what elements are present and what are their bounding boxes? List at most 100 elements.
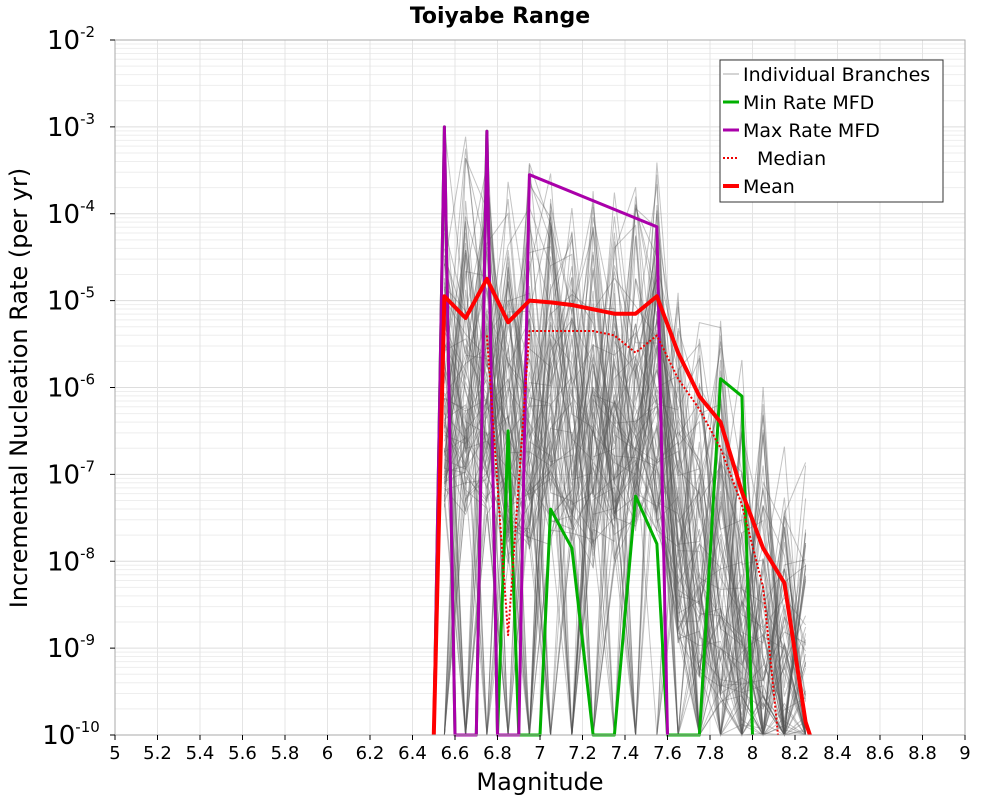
x-tick-label: 6.2	[356, 743, 385, 764]
branch-line	[443, 181, 807, 736]
grid-lines	[114, 40, 966, 736]
branch-line	[443, 251, 807, 736]
y-tick-label: 10-3	[47, 110, 95, 143]
branch-line	[443, 200, 806, 736]
branch-line	[443, 313, 807, 737]
branch-line	[443, 253, 806, 736]
x-axis-ticks: 5 5.2 5.4 5.6 5.8 6 6.2 6.4 6.6 6.8 7 7.2 7.4 7.6 7.8 8…	[109, 735, 971, 764]
y-tick-label: 10-6	[47, 371, 95, 404]
x-tick-label: 7.4	[611, 743, 640, 764]
branch-line	[443, 136, 806, 736]
x-tick-label: 6.8	[483, 743, 512, 764]
branch-line	[443, 243, 807, 736]
branch-line	[443, 249, 806, 736]
x-tick-label: 7.2	[568, 743, 597, 764]
branch-line	[443, 232, 807, 737]
legend-label: Individual Branches	[743, 64, 930, 86]
y-tick-label: 10-2	[47, 23, 95, 56]
branch-line	[443, 269, 807, 736]
branch-line	[443, 212, 806, 736]
branch-line	[443, 212, 807, 737]
x-tick-label: 5.8	[271, 743, 300, 764]
branch-line	[443, 299, 807, 736]
x-tick-label: 8	[747, 743, 758, 764]
x-tick-label: 5	[109, 743, 120, 764]
branch-line	[443, 143, 806, 736]
series-mean	[431, 276, 812, 736]
x-tick-label: 6.6	[441, 743, 470, 764]
branch-line	[443, 184, 806, 736]
branch-line	[444, 173, 807, 736]
legend-label: Mean	[743, 176, 795, 198]
y-tick-label: 10-7	[47, 457, 95, 490]
branch-line	[443, 165, 806, 736]
branch-line	[443, 148, 806, 736]
branch-line	[444, 167, 807, 737]
branch-line	[443, 254, 806, 736]
branch-line	[444, 278, 807, 737]
branch-line	[443, 389, 807, 736]
x-tick-label: 8.6	[866, 743, 895, 764]
branch-line	[443, 213, 806, 736]
y-tick-label: 10-5	[47, 284, 95, 317]
chart-title: Toiyabe Range	[410, 4, 590, 29]
legend-label: Max Rate MFD	[743, 120, 880, 142]
branch-line	[443, 158, 806, 736]
branch-line	[444, 307, 806, 737]
y-tick-label: 10-4	[47, 197, 95, 230]
branch-line	[443, 188, 807, 736]
branch-line	[443, 260, 807, 737]
branch-line	[444, 185, 807, 736]
branch-line	[444, 229, 807, 737]
y-tick-label: 10-9	[47, 631, 95, 664]
x-tick-label: 5.6	[228, 743, 257, 764]
branch-line	[443, 157, 807, 737]
x-tick-label: 6.4	[398, 743, 427, 764]
x-axis-label: Magnitude	[476, 768, 603, 796]
branch-line	[444, 362, 806, 736]
legend-label: Min Rate MFD	[743, 92, 874, 114]
x-tick-label: 9	[959, 743, 970, 764]
branch-line	[443, 174, 806, 736]
branch-line	[443, 192, 807, 736]
x-tick-label: 7.8	[696, 743, 725, 764]
x-tick-label: 5.2	[143, 743, 172, 764]
branch-line	[443, 220, 807, 737]
branch-line	[443, 170, 807, 737]
branch-line	[443, 247, 807, 736]
x-tick-label: 8.8	[908, 743, 937, 764]
branch-line	[443, 207, 807, 736]
x-tick-label: 8.4	[823, 743, 852, 764]
branch-line	[443, 270, 806, 736]
branch-line	[444, 291, 807, 737]
series-max-rate-mfd	[432, 125, 669, 737]
branch-line	[444, 293, 807, 736]
x-tick-label: 6	[322, 743, 333, 764]
branch-line	[443, 278, 807, 736]
legend: Individual Branches Min Rate MFD Max Rate …	[719, 59, 944, 203]
x-tick-label: 5.4	[186, 743, 215, 764]
branch-line	[443, 282, 807, 736]
y-axis-label: Incremental Nucleation Rate (per yr)	[5, 168, 33, 608]
branch-line	[443, 256, 807, 704]
branch-line	[443, 289, 806, 737]
legend-label: Median	[757, 148, 826, 170]
branch-line	[443, 212, 806, 736]
branch-line	[443, 277, 807, 736]
branch-line	[443, 252, 806, 736]
y-tick-label: 10-8	[47, 544, 95, 577]
legend-box	[719, 59, 944, 203]
x-tick-label: 7	[534, 743, 545, 764]
y-tick-label: 10-10	[42, 718, 100, 751]
branch-line	[443, 203, 807, 736]
x-tick-label: 8.2	[781, 743, 810, 764]
branch-line	[443, 222, 807, 736]
y-axis-ticks: 10-2 10-3 10-4 10-5 10-6 10-7 10-8 10-9 10-10	[42, 23, 115, 751]
branch-line	[443, 202, 807, 697]
branch-line	[444, 162, 807, 736]
branch-line	[443, 187, 807, 736]
branch-line	[443, 192, 807, 736]
x-tick-label: 7.6	[653, 743, 682, 764]
branch-line	[443, 261, 806, 737]
